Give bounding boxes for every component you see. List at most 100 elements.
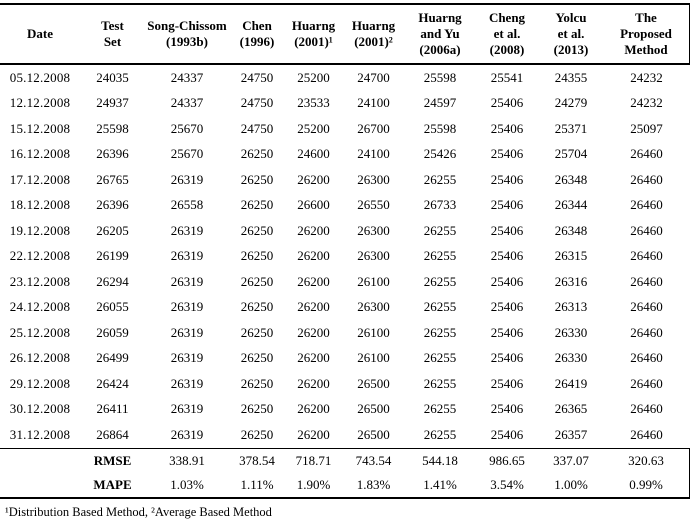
cell-value: 26255 xyxy=(423,222,457,238)
cell-value: 26460 xyxy=(630,248,663,264)
table-row: 18.12.2008 26396 26558 26250 26600 26550 26733… xyxy=(0,193,690,219)
cell-value: 26319 xyxy=(170,273,204,289)
cell-value: 26200 xyxy=(297,426,330,442)
cell-value: 25426 xyxy=(423,146,457,162)
cell-value: 25406 xyxy=(490,95,524,111)
table-row: 15.12.2008 25598 25670 24750 25200 26700 25598… xyxy=(0,116,690,142)
cell-value: 25598 xyxy=(423,69,457,85)
cell-value: 26396 xyxy=(96,197,129,213)
cell-value: 25406 xyxy=(490,197,524,213)
cell-stat-value: 337.07 xyxy=(553,452,589,468)
cell-value: 25406 xyxy=(490,248,524,264)
cell-value: 26300 xyxy=(357,299,390,315)
cell-value: 24750 xyxy=(240,95,274,111)
cell-value: 24750 xyxy=(240,120,274,136)
cell-value: 26348 xyxy=(554,171,588,187)
table-row: 19.12.2008 26205 26319 26250 26200 26300 26255… xyxy=(0,218,690,244)
cell-value: 25541 xyxy=(490,69,524,85)
cell-value: 26255 xyxy=(423,401,457,417)
cell-value: 26319 xyxy=(170,324,204,340)
table-row: 23.12.2008 26294 26319 26250 26200 26100 26255… xyxy=(0,269,690,295)
cell-value: 24937 xyxy=(96,95,129,111)
cell-value: 26316 xyxy=(554,273,588,289)
cell-value: 26250 xyxy=(240,375,274,391)
cell-stat-value: 1.83% xyxy=(356,476,391,492)
cell-value: 24337 xyxy=(170,69,204,85)
cell-value: 26558 xyxy=(170,197,204,213)
cell-value: 26059 xyxy=(96,324,129,340)
cell-value: 26200 xyxy=(297,171,330,187)
stat-label-rmse: RMSE xyxy=(93,452,132,468)
cell-value: 26460 xyxy=(630,299,663,315)
cell-value: 26250 xyxy=(240,273,274,289)
table-row: 12.12.2008 24937 24337 24750 23533 24100 24597… xyxy=(0,91,690,117)
cell-value: 26294 xyxy=(96,273,129,289)
cell-stat-value: 1.41% xyxy=(423,476,457,492)
header-line: Set xyxy=(103,34,122,49)
cell-empty xyxy=(0,448,80,473)
cell-value: 24100 xyxy=(357,146,390,162)
cell-value: 24600 xyxy=(297,146,330,162)
table-row: 29.12.2008 26424 26319 26250 26200 26500 26255… xyxy=(0,371,690,397)
cell-value: 26255 xyxy=(423,299,457,315)
table-row: 17.12.2008 26765 26319 26250 26200 26300 26255… xyxy=(0,167,690,193)
cell-value: 26500 xyxy=(357,426,390,442)
cell-value: 24232 xyxy=(630,69,663,85)
cell-value: 26300 xyxy=(357,171,390,187)
cell-stat-value: 544.18 xyxy=(422,452,458,468)
header-line: (2001)² xyxy=(354,34,393,49)
cell-value: 26460 xyxy=(630,197,663,213)
cell-value: 25406 xyxy=(490,171,524,187)
table-row: 31.12.2008 26864 26319 26250 26200 26500 26255… xyxy=(0,422,690,448)
cell-value: 26200 xyxy=(297,401,330,417)
header-line: Proposed xyxy=(620,26,672,41)
cell-value: 26199 xyxy=(96,248,129,264)
footnote: ¹Distribution Based Method, ²Average Bas… xyxy=(5,504,272,519)
cell-date: 31.12.2008 xyxy=(9,426,71,442)
cell-value: 26864 xyxy=(96,426,129,442)
cell-value: 26365 xyxy=(554,401,588,417)
cell-value: 25406 xyxy=(490,350,524,366)
cell-value: 26460 xyxy=(630,273,663,289)
cell-value: 25406 xyxy=(490,273,524,289)
cell-value: 26250 xyxy=(240,324,274,340)
column-header-test-set: Test Set xyxy=(80,4,145,64)
cell-date: 25.12.2008 xyxy=(9,324,71,340)
cell-value: 26250 xyxy=(240,426,274,442)
column-header-date: Date xyxy=(0,4,80,64)
cell-value: 26319 xyxy=(170,426,204,442)
header-line: (2008) xyxy=(489,42,525,57)
column-header-yolcu-et-al: Yolcu et al. (2013) xyxy=(539,4,603,64)
cell-stat-value: 320.63 xyxy=(603,448,690,473)
cell-value: 24232 xyxy=(630,95,663,111)
cell-value: 26255 xyxy=(423,375,457,391)
cell-value: 25406 xyxy=(490,299,524,315)
column-header-chen: Chen (1996) xyxy=(229,4,285,64)
cell-value: 24337 xyxy=(170,95,204,111)
header-line: et al. xyxy=(557,26,585,41)
cell-value: 26419 xyxy=(554,375,588,391)
cell-date: 26.12.2008 xyxy=(9,350,71,366)
cell-value: 26460 xyxy=(630,222,663,238)
cell-value: 26765 xyxy=(96,171,129,187)
cell-value: 26700 xyxy=(357,120,390,136)
cell-value: 26200 xyxy=(297,299,330,315)
cell-stat-value: 743.54 xyxy=(355,452,392,468)
cell-value: 26319 xyxy=(170,299,204,315)
table-row: 22.12.2008 26199 26319 26250 26200 26300 26255… xyxy=(0,244,690,270)
cell-value: 26319 xyxy=(170,171,204,187)
cell-value: 26500 xyxy=(357,401,390,417)
cell-value: 25670 xyxy=(170,146,204,162)
cell-value: 26733 xyxy=(423,197,457,213)
cell-value: 26200 xyxy=(297,324,330,340)
stats-row-rmse: RMSE 338.91 378.54 718.71 743.54 544.18 986.65… xyxy=(0,448,690,473)
header-line: Yolcu xyxy=(555,10,587,25)
header-line: (1993b) xyxy=(166,34,208,49)
cell-value: 26200 xyxy=(297,350,330,366)
cell-value: 26255 xyxy=(423,324,457,340)
header-row: Date Test Set Song-Chissom (1993b) Chen (1996)… xyxy=(0,4,690,64)
cell-stat-value: 0.99% xyxy=(603,472,690,498)
cell-value: 26424 xyxy=(96,375,129,391)
cell-value: 26460 xyxy=(630,375,663,391)
cell-value: 26250 xyxy=(240,350,274,366)
